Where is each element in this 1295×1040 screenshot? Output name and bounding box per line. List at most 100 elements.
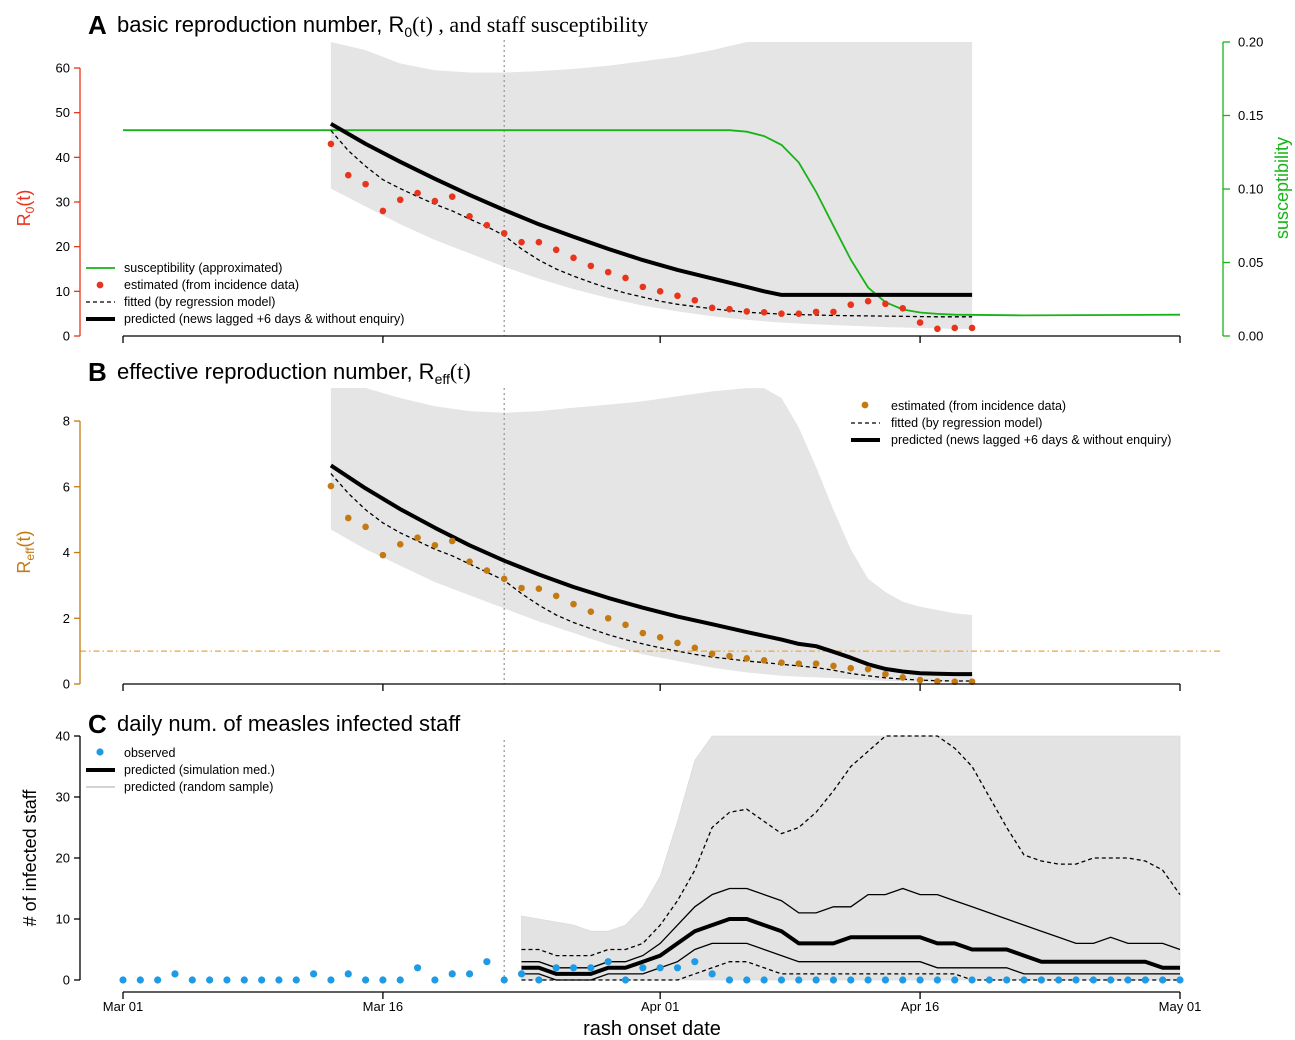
estimated-point: [899, 305, 907, 312]
lower-quartile-line: [521, 942, 1180, 981]
upper-quartile-line: [521, 887, 1181, 969]
estimated-point: [760, 309, 768, 316]
observed-point: [517, 970, 526, 978]
panel-a-letter: A: [88, 10, 107, 40]
legend-label-susceptibility: susceptibility (approximated): [124, 261, 282, 275]
estimated-point: [968, 324, 976, 332]
observed-point: [968, 976, 976, 984]
estimated-point: [483, 567, 491, 574]
observed-point: [760, 976, 768, 984]
panel-b-letter: B: [88, 357, 107, 387]
estimated-point: [656, 634, 664, 641]
estimated-point: [448, 193, 456, 200]
observed-point: [154, 976, 162, 984]
estimated-point: [656, 288, 664, 295]
y-tick-label: 0: [63, 329, 70, 344]
estimated-point: [414, 534, 421, 542]
estimated-point: [587, 608, 595, 615]
observed-point: [569, 964, 578, 972]
y-tick-label: 6: [63, 479, 70, 494]
observed-point: [361, 976, 370, 984]
y-tick-label: 30: [56, 790, 70, 805]
observed-point: [899, 976, 907, 984]
estimated-point: [743, 308, 751, 315]
estimated-point: [830, 662, 837, 670]
observed-point: [500, 976, 508, 984]
observed-point: [431, 976, 439, 984]
observed-point: [951, 976, 959, 984]
x-tick-label: Apr 16: [901, 999, 939, 1014]
observed-point: [119, 976, 127, 984]
estimated-point: [882, 300, 889, 308]
panel-b-ylabel: Reff(t): [14, 530, 37, 573]
panel-c-letter: C: [88, 709, 107, 739]
estimated-point: [830, 308, 837, 316]
observed-point: [292, 976, 300, 984]
x-tick-label: May 01: [1159, 999, 1202, 1014]
observed-point: [864, 976, 872, 984]
observed-point: [673, 964, 682, 972]
panel-b-legend: estimated (from incidence data) fitted (…: [851, 399, 1171, 447]
estimated-point: [500, 229, 508, 237]
estimated-point: [674, 292, 681, 300]
estimated-point: [587, 262, 595, 270]
lower-95-line: [521, 961, 1180, 981]
estimated-point: [604, 268, 612, 276]
panel-b: 0 2 4 6 8 B effective reproduction number, R…: [14, 357, 1223, 692]
estimated-point: [691, 644, 699, 652]
observed-point: [1072, 976, 1080, 984]
predicted-line: [329, 122, 973, 297]
estimated-point: [708, 304, 716, 312]
estimated-point: [812, 308, 820, 316]
x-tick-label: Mar 16: [363, 999, 403, 1014]
estimated-point: [847, 301, 855, 309]
observed-point: [535, 976, 543, 984]
estimated-point: [639, 283, 647, 291]
legend-label-predicted: predicted (news lagged +6 days & without…: [124, 312, 404, 326]
observed-point: [985, 976, 993, 984]
estimated-point: [812, 660, 820, 667]
estimated-point: [622, 621, 629, 629]
observed-point: [258, 976, 266, 984]
y-tick-label: 40: [56, 150, 70, 165]
observed-point: [1089, 976, 1097, 984]
x-axis-title: rash onset date: [583, 1018, 721, 1040]
estimated-point: [396, 540, 404, 548]
estimated-point: [327, 140, 335, 148]
legend-label-fitted: fitted (by regression model): [891, 416, 1042, 430]
panel-a-axes: 0 10 20 30 40 50 60 0.00 0.05 0.10 0.15 0.20: [56, 35, 1264, 344]
y2-tick-label: 0.05: [1238, 255, 1263, 270]
panel-b-uncertainty-band: [330, 388, 973, 683]
legend-swatch-estimated: [861, 401, 869, 409]
simulation-median-line: [521, 917, 1180, 976]
panel-b-title: effective reproduction number, Reff(t): [117, 359, 471, 387]
observed-point: [639, 964, 647, 972]
observed-point: [413, 964, 422, 972]
observed-point: [206, 976, 214, 984]
panel-c-series: [119, 735, 1184, 984]
estimated-point: [795, 660, 803, 667]
observed-point: [777, 976, 786, 984]
estimated-point: [934, 325, 941, 333]
observed-point: [188, 976, 196, 984]
estimated-point: [674, 639, 681, 647]
estimated-point: [760, 657, 768, 664]
panel-c-ylabel: # of infected staff: [20, 789, 40, 927]
estimated-point: [344, 171, 352, 179]
panel-a: 0 10 20 30 40 50 60 0.00 0.05 0.10 0.15 0.20 A basi…: [14, 10, 1292, 344]
legend-label-observed: observed: [124, 746, 175, 760]
observed-point: [1055, 976, 1063, 984]
observed-point: [916, 976, 924, 984]
legend-label-simulation-median: predicted (simulation med.): [124, 763, 275, 777]
y-tick-label: 30: [56, 195, 70, 210]
observed-point: [604, 958, 612, 966]
observed-point: [379, 976, 387, 984]
estimated-point: [379, 551, 387, 559]
y-tick-label: 50: [56, 105, 70, 120]
observed-point: [691, 958, 699, 966]
panel-a-series: [123, 122, 1181, 333]
observed-point: [587, 964, 595, 972]
estimated-point: [552, 246, 560, 254]
y-tick-label: 20: [56, 851, 70, 866]
